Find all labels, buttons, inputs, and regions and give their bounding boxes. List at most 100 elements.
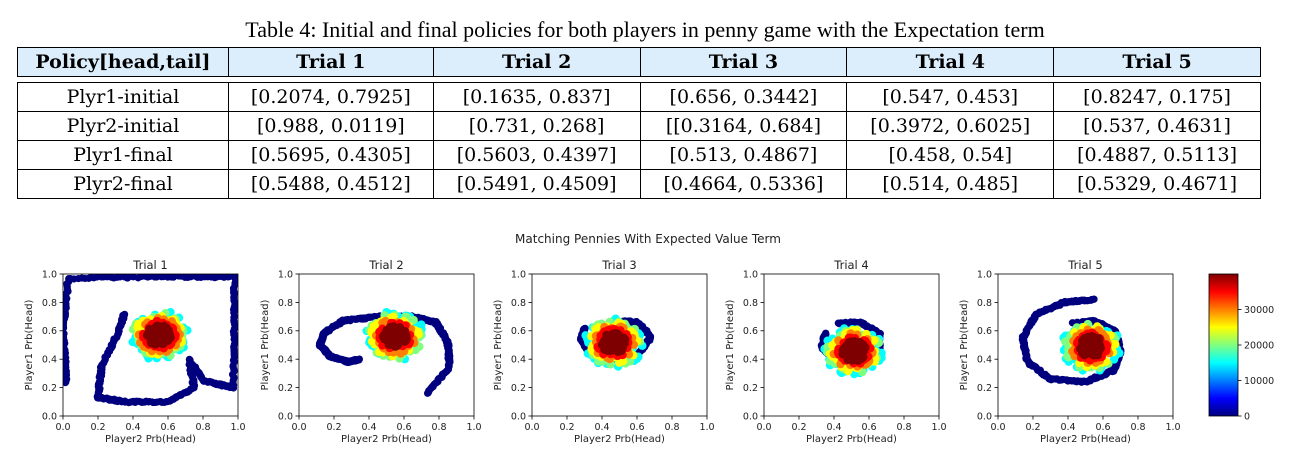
trajectory-point (620, 335, 630, 345)
table-cell: [0.656, 0.3442] (639, 82, 848, 112)
subplot-title: Trial 5 (1067, 258, 1102, 272)
x-tick-label: 0.2 (1025, 422, 1040, 433)
y-tick-label: 0.0 (511, 411, 526, 422)
subplot-trial-5: Trial 5 0.0 0.2 0.4 0.6 0.8 1.0 0.0 0.2 0.4 0.6 0.8… (959, 258, 1181, 445)
y-tick-label: 0.2 (743, 383, 758, 394)
x-axis-label: Player2 Prb(Head) (574, 434, 665, 445)
y-tick-label: 1.0 (42, 269, 57, 280)
plot-frame (62, 273, 239, 417)
header-trial-5: Trial 5 (1053, 47, 1261, 77)
trajectory-point (847, 345, 856, 354)
table-caption: Table 4: Initial and final policies for … (245, 17, 1045, 42)
table-cell: [0.2074, 0.7925] (227, 82, 434, 112)
header-trial-1: Trial 1 (227, 47, 434, 77)
y-tick-label: 0.0 (278, 411, 293, 422)
plot-frame (298, 273, 475, 417)
x-tick-label: 0.0 (524, 422, 539, 433)
header-policy: Policy[head,tail] (17, 47, 229, 77)
y-tick-label: 0.4 (743, 355, 758, 366)
table-cell: [0.5603, 0.4397] (432, 140, 641, 170)
y-axis-label: Player1 Prb(Head) (260, 299, 271, 390)
x-tick-label: 0.0 (756, 422, 771, 433)
y-tick-label: 1.0 (977, 269, 992, 280)
table-cell: [0.513, 0.4867] (639, 140, 848, 170)
y-tick-label: 0.4 (511, 355, 526, 366)
header-trial-4: Trial 4 (846, 47, 1055, 77)
x-tick-label: 0.6 (861, 422, 876, 433)
y-tick-label: 0.8 (977, 298, 992, 309)
y-tick-label: 1.0 (511, 269, 526, 280)
figure-title: Matching Pennies With Expected Value Ter… (515, 232, 781, 246)
header-trial-2: Trial 2 (432, 47, 641, 77)
table-cell: [0.3972, 0.6025] (846, 111, 1055, 141)
table-cell: [0.458, 0.54] (846, 140, 1055, 170)
x-axis-label: Player2 Prb(Head) (1040, 434, 1131, 445)
table-cell: [0.1635, 0.837] (432, 82, 641, 112)
y-tick-label: 0.2 (42, 383, 57, 394)
table-row: Plyr1-final [0.5695, 0.4305] [0.5603, 0.… (17, 140, 1261, 170)
colorbar-tick-label: 20000 (1244, 340, 1274, 351)
trajectory-points (576, 314, 655, 371)
subplot-trial-1: Trial 1 0.0 0.2 0.4 0.6 0.8 1.0 0.0 0.2 0.4 0.6 0.8… (24, 258, 246, 445)
x-tick-label: 0.8 (664, 422, 679, 433)
x-tick-label: 0.8 (896, 422, 911, 433)
y-tick-label: 0.8 (743, 298, 758, 309)
y-tick-label: 1.0 (743, 269, 758, 280)
colorbar: 0 10000 20000 30000 (1208, 273, 1274, 422)
plot-frame (997, 273, 1174, 417)
trajectory-point (852, 351, 862, 360)
colorbar-tick-label: 30000 (1244, 305, 1274, 316)
trajectory-point (120, 310, 129, 318)
trajectory-point (614, 347, 623, 356)
colorbar-tick-label: 10000 (1244, 376, 1274, 387)
x-tick-label: 0.2 (90, 422, 105, 433)
x-tick-label: 0.4 (826, 422, 841, 433)
trajectory-point (611, 328, 620, 338)
row-label: Plyr1-final (17, 140, 229, 170)
x-tick-label: 0.0 (55, 422, 70, 433)
table-header-row: Policy[head,tail] Trial 1 Trial 2 Trial … (17, 47, 1261, 77)
subplot-trial-4: Trial 4 0.0 0.2 0.4 0.6 0.8 1.0 0.0 0.2 0.4 0.6 0.8… (725, 258, 947, 445)
trajectory-point (396, 324, 405, 333)
x-tick-label: 0.2 (791, 422, 806, 433)
subplot-title: Trial 2 (368, 258, 403, 272)
trajectory-point (159, 328, 169, 337)
y-tick-label: 0.2 (278, 383, 293, 394)
y-tick-label: 0.4 (42, 355, 57, 366)
y-tick-label: 0.6 (743, 326, 758, 337)
x-tick-label: 0.2 (559, 422, 574, 433)
y-tick-label: 0.4 (977, 355, 992, 366)
subplot-title: Trial 1 (132, 258, 167, 272)
trajectory-point (609, 337, 619, 347)
table-cell: [[0.3164, 0.684] (639, 111, 848, 141)
trajectory-points (817, 318, 886, 379)
x-tick-label: 1.0 (931, 422, 946, 433)
row-label: Plyr1-initial (17, 82, 229, 112)
table-cell: [0.5491, 0.4509] (432, 169, 641, 199)
trajectory-point (1092, 340, 1101, 349)
x-tick-label: 0.8 (195, 422, 210, 433)
x-tick-label: 0.6 (396, 422, 411, 433)
x-tick-label: 0.2 (326, 422, 341, 433)
trajectory-point (384, 340, 394, 349)
y-tick-label: 0.0 (42, 411, 57, 422)
trajectory-point (835, 319, 843, 328)
x-tick-label: 0.4 (125, 422, 140, 433)
subplot-trial-2: Trial 2 0.0 0.2 0.4 0.6 0.8 1.0 0.0 0.2 0.4 0.6 0.8… (260, 258, 482, 445)
y-axis-label: Player1 Prb(Head) (959, 299, 970, 390)
table-cell: [0.8247, 0.175] (1053, 82, 1261, 112)
x-tick-label: 0.6 (160, 422, 175, 433)
table-cell: [0.731, 0.268] (432, 111, 641, 141)
trajectory-point (383, 329, 392, 339)
x-tick-label: 1.0 (230, 422, 245, 433)
y-tick-label: 0.8 (511, 298, 526, 309)
row-label: Plyr2-final (17, 169, 229, 199)
x-tick-label: 0.0 (990, 422, 1005, 433)
y-tick-label: 0.0 (743, 411, 758, 422)
subplot-trial-3: Trial 3 0.0 0.2 0.4 0.6 0.8 1.0 0.0 0.2 0.4 0.6 0.8… (493, 258, 715, 445)
plot-frame (763, 273, 940, 417)
y-axis-label: Player1 Prb(Head) (493, 299, 504, 390)
y-tick-label: 0.8 (42, 298, 57, 309)
table-row: Plyr2-final [0.5488, 0.4512] [0.5491, 0.… (17, 169, 1261, 199)
x-tick-label: 1.0 (699, 422, 714, 433)
